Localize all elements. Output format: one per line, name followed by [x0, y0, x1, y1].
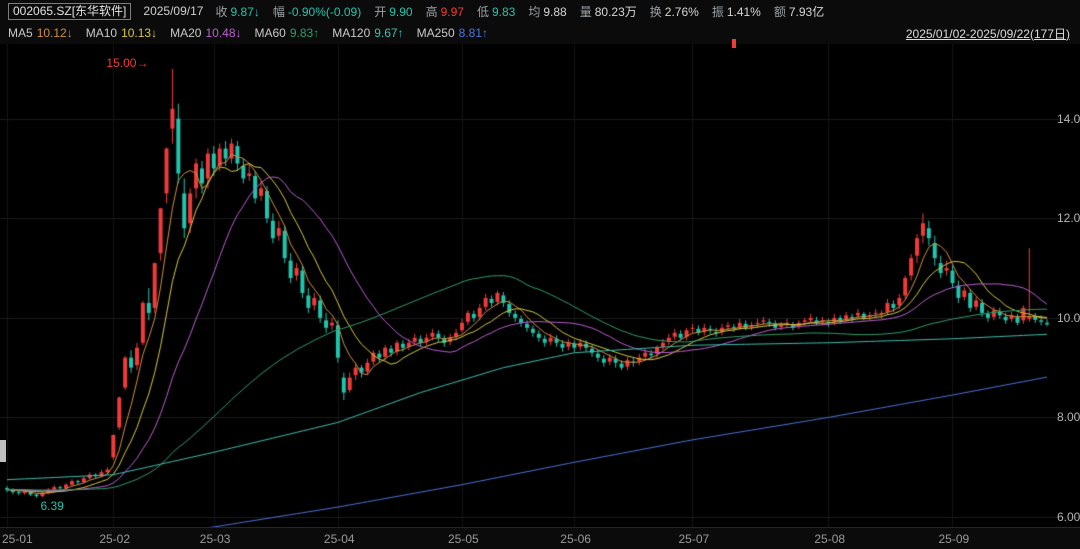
ma-legend-bar: MA5 10.12↓ MA10 10.13↓ MA20 10.48↓ MA60 9.83↑ MA…	[0, 22, 1080, 44]
left-edge-handle	[0, 440, 6, 462]
ma-legend-item: MA10 10.13↓	[85, 26, 158, 40]
y-axis-label: 6.00	[1057, 510, 1080, 525]
ma-legend-item: MA120 9.67↑	[332, 26, 404, 40]
low-price-annotation: 6.39	[40, 498, 64, 513]
ma-legend-item: MA20 10.48↓	[170, 26, 242, 40]
ma-legend-item: MA60 9.83↑	[254, 26, 320, 40]
stat-item: 振 1.41%	[711, 4, 761, 19]
y-axis-label: 12.00	[1057, 211, 1080, 226]
x-axis-label: 25-01	[2, 532, 33, 546]
date-range-link[interactable]: 2025/01/02-2025/09/22(177日)	[905, 26, 1070, 41]
stat-item: 高 9.97	[425, 4, 464, 19]
candlestick-chart: 15.00→ 6.39 6.00 8.00 10.00 12.00 14.00	[0, 39, 1080, 527]
x-axis-label: 25-07	[678, 532, 710, 546]
event-marker-icon	[731, 39, 736, 48]
x-axis-label: 25-02	[99, 532, 131, 546]
stat-item: 均 9.88	[528, 4, 567, 19]
stat-item: 额 7.93亿	[773, 4, 825, 19]
high-price-annotation: 15.00→	[106, 55, 149, 70]
x-axis-label: 25-03	[199, 532, 231, 546]
x-axis-label: 25-05	[447, 532, 479, 546]
top-stats-bar: 002065.SZ[东华软件] 2025/09/17 收 9.87↓ 幅 -0.90%…	[0, 0, 1080, 22]
x-axis-label: 25-09	[938, 532, 970, 546]
stat-item: 收 9.87↓	[215, 4, 260, 19]
x-axis-label: 25-04	[323, 532, 355, 546]
stat-item: 开 9.90	[374, 4, 413, 19]
x-axis: 25-01 25-02 25-03 25-04 25-05 25-06 25-07 25-08…	[0, 527, 1080, 549]
y-axis-label: 10.00	[1057, 310, 1080, 325]
x-axis-label: 25-08	[814, 532, 846, 546]
y-axis-label: 8.00	[1057, 410, 1080, 425]
stat-item: 换 2.76%	[649, 4, 699, 19]
price-chart-canvas[interactable]	[0, 44, 1080, 527]
y-axis-label: 14.00	[1057, 111, 1080, 126]
stats-list: 收 9.87↓ 幅 -0.90%(-0.09) 开 9.90 高 9.97 低 9.83 均 9.88…	[215, 3, 824, 20]
ma-legend-item: MA250 8.81↑	[416, 26, 488, 40]
ma-legend-item: MA5 10.12↓	[8, 26, 73, 40]
stat-item: 幅 -0.90%(-0.09)	[272, 4, 362, 19]
stock-code-box[interactable]: 002065.SZ[东华软件]	[8, 2, 132, 20]
stat-item: 低 9.83	[476, 4, 516, 19]
x-axis-label: 25-06	[560, 532, 591, 546]
ma-legend-list: MA5 10.12↓ MA10 10.13↓ MA20 10.48↓ MA60 9.83↑ MA…	[8, 26, 488, 40]
stat-item: 量 80.23万	[579, 4, 637, 19]
date-label: 2025/09/17	[143, 4, 204, 18]
